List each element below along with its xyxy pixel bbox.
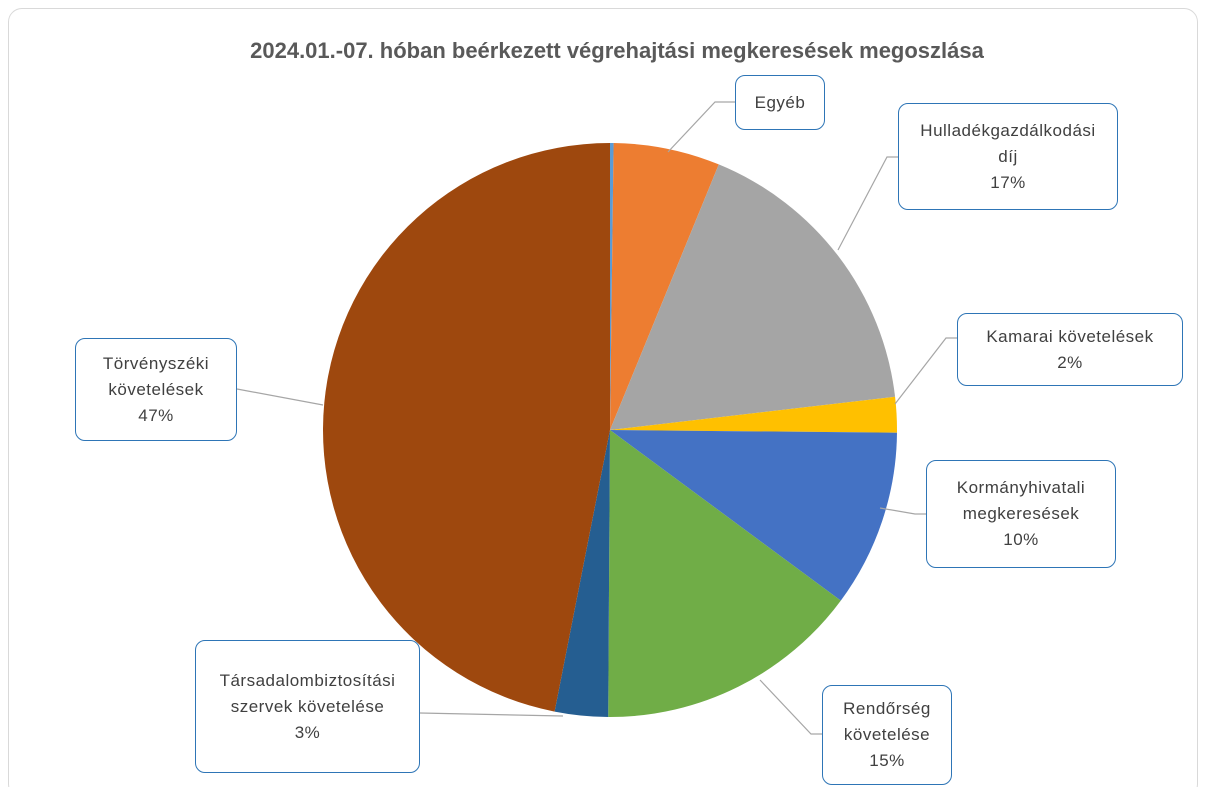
chart-frame bbox=[8, 8, 1198, 787]
data-label-box: Kormányhivatali megkeresések 10% bbox=[926, 460, 1116, 568]
leader-line bbox=[236, 388, 324, 406]
category-label: Kamarai követelések bbox=[986, 326, 1154, 346]
pie-slice bbox=[610, 396, 897, 433]
pie-slice bbox=[554, 430, 610, 717]
value-label: 47% bbox=[138, 405, 174, 425]
category-label: Egyéb bbox=[754, 92, 806, 112]
category-label: Törvényszéki követelések bbox=[102, 353, 210, 399]
pie-slice bbox=[610, 430, 897, 601]
leader-line bbox=[759, 679, 822, 735]
pie-slice bbox=[610, 143, 719, 430]
value-label: 17% bbox=[990, 172, 1026, 192]
leader-line bbox=[419, 712, 564, 717]
data-label-box: Hulladékgazdálkodási díj 17% bbox=[898, 103, 1118, 210]
data-label-box: Rendőrség követelése 15% bbox=[822, 685, 952, 785]
value-label: 10% bbox=[1003, 530, 1039, 549]
pie-slice bbox=[608, 430, 841, 717]
chart-title: 2024.01.-07. hóban beérkezett végrehajtá… bbox=[250, 38, 984, 63]
value-label: 3% bbox=[294, 722, 321, 742]
category-label: Kormányhivatali megkeresések bbox=[956, 478, 1086, 523]
pie-slice bbox=[610, 164, 896, 431]
leader-line bbox=[667, 101, 735, 153]
data-label-box: Társadalombiztosítási szervek követelése… bbox=[195, 640, 420, 773]
slices bbox=[323, 143, 897, 717]
category-label: Társadalombiztosítási szervek követelése bbox=[219, 670, 396, 716]
value-label: 15% bbox=[869, 751, 905, 770]
pie-slice bbox=[610, 143, 614, 430]
category-label: Hulladékgazdálkodási díj bbox=[920, 120, 1096, 166]
value-label: 2% bbox=[1057, 352, 1083, 372]
pie-slice bbox=[323, 143, 610, 712]
leader-line bbox=[894, 337, 957, 405]
leader-line bbox=[879, 507, 926, 515]
data-label-box: Egyéb bbox=[735, 75, 825, 130]
data-label-box: Törvényszéki követelések 47% bbox=[75, 338, 237, 441]
leader-line bbox=[837, 156, 898, 251]
data-label-box: Kamarai követelések 2% bbox=[957, 313, 1183, 386]
category-label: Rendőrség követelése bbox=[843, 699, 931, 744]
